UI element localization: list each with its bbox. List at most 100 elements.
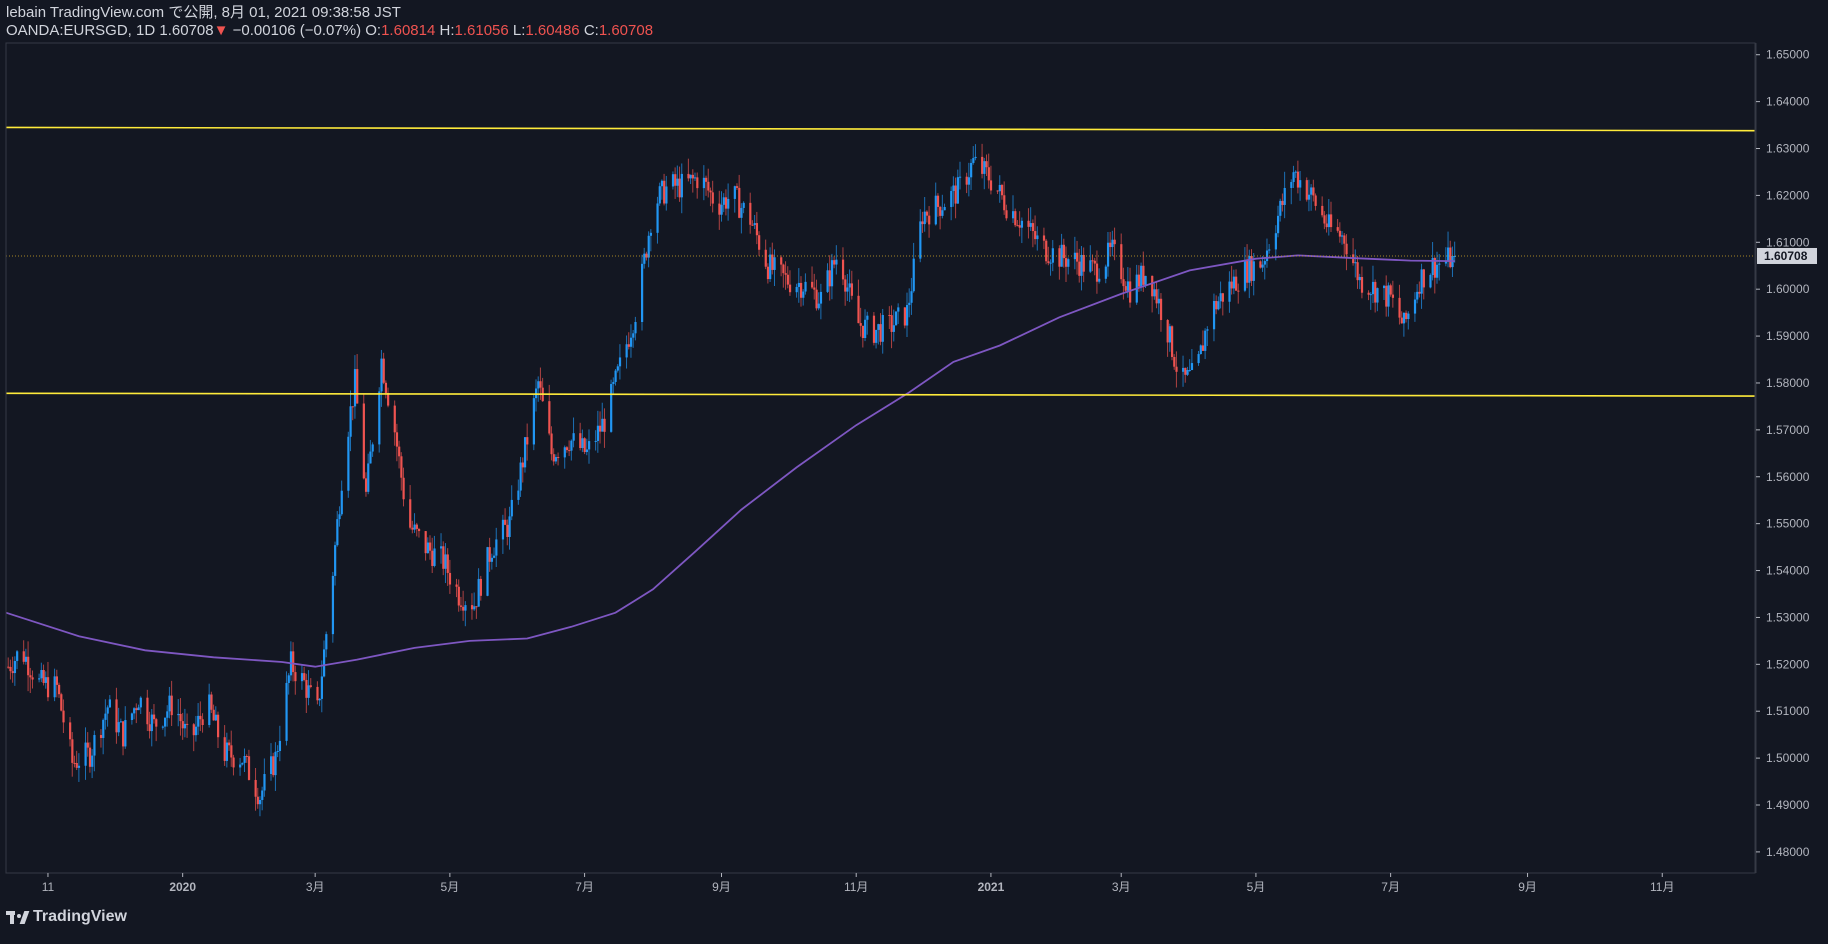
candle-body: [678, 178, 681, 198]
candle-body: [71, 739, 74, 763]
candle-body: [1422, 269, 1425, 288]
candle-body: [782, 264, 785, 274]
candle-body: [523, 437, 527, 468]
candle-body: [1047, 261, 1050, 264]
candle-body: [535, 388, 538, 399]
candle-body: [137, 707, 140, 711]
candle-body: [16, 651, 19, 661]
x-tick-label: 5月: [441, 880, 460, 894]
candle-body: [164, 717, 167, 727]
candle-body: [1391, 294, 1395, 298]
candle-body: [150, 714, 153, 732]
candle-body: [833, 260, 836, 265]
candle-body: [1312, 187, 1315, 196]
candle-body: [1263, 261, 1266, 265]
candle-body: [1336, 227, 1339, 231]
candle-body: [676, 178, 679, 186]
candle-body: [1343, 235, 1346, 244]
candle-body: [508, 516, 511, 537]
candle-body: [1243, 260, 1247, 291]
candle-body: [1310, 187, 1313, 195]
candle-body: [1098, 278, 1101, 282]
candle-body: [1389, 285, 1392, 295]
candle-body: [13, 660, 17, 674]
candle-body: [239, 764, 242, 768]
candle-body: [758, 235, 761, 250]
candle-body: [1129, 281, 1132, 303]
candle-body: [548, 401, 551, 434]
candles-layer: [7, 143, 1456, 817]
candle-body: [1201, 345, 1205, 351]
candle-body: [1016, 225, 1019, 227]
candle-body: [614, 370, 617, 382]
candle-body: [1014, 211, 1017, 226]
candle-body: [217, 714, 220, 738]
candle-body: [894, 311, 898, 326]
candle-body: [1166, 320, 1169, 343]
candle-body: [409, 499, 412, 528]
candle-body: [223, 737, 226, 761]
candle-body: [1049, 262, 1052, 264]
candle-body: [1369, 294, 1372, 296]
y-tick-label: 1.58000: [1766, 376, 1810, 390]
candle-body: [93, 735, 96, 756]
candle-body: [1405, 312, 1408, 320]
candle-body: [263, 774, 266, 791]
candle-body: [486, 547, 489, 596]
candle-body: [338, 514, 341, 520]
candle-body: [572, 433, 575, 441]
candle-body: [349, 406, 352, 437]
candle-body: [99, 735, 103, 738]
candle-body: [1283, 187, 1286, 205]
y-tick-label: 1.48000: [1766, 845, 1810, 859]
candle-body: [601, 418, 604, 432]
candle-body: [1184, 367, 1187, 375]
candle-body: [641, 263, 644, 322]
candle-body: [981, 156, 984, 174]
candle-body: [1360, 277, 1364, 293]
candle-body: [102, 719, 105, 738]
x-tick-label: 9月: [712, 880, 731, 894]
candle-body: [618, 357, 622, 367]
candle-body: [570, 440, 573, 451]
candle-body: [1230, 281, 1233, 289]
candle-body: [1109, 242, 1112, 248]
candle-body: [974, 156, 977, 159]
candle-body: [254, 779, 257, 797]
candle-body: [225, 742, 229, 761]
candle-body: [446, 554, 449, 573]
candle-body: [55, 676, 58, 685]
candle-body: [722, 197, 725, 205]
symbol-label: OANDA:EURSGD, 1D: [6, 22, 156, 39]
candle-body: [671, 174, 675, 187]
candle-body: [1093, 260, 1096, 264]
candle-body: [475, 606, 478, 608]
levels-layer: 1.60708: [5, 126, 1817, 397]
candle-body: [457, 586, 460, 606]
candle-body: [943, 207, 946, 211]
candle-body: [186, 723, 189, 725]
tradingview-logo[interactable]: TradingView: [6, 908, 127, 926]
candle-body: [967, 177, 971, 185]
candle-body: [517, 490, 520, 500]
candle-body: [53, 676, 56, 698]
candle-body: [495, 539, 498, 556]
candle-body: [1215, 300, 1218, 310]
candle-body: [769, 254, 772, 280]
candle-body: [1142, 265, 1145, 285]
candle-body: [850, 283, 853, 296]
candle-body: [1246, 260, 1249, 283]
candle-body: [1400, 317, 1403, 324]
candle-body: [91, 755, 94, 767]
candle-body: [119, 721, 123, 723]
candle-body: [877, 324, 880, 330]
candle-body: [84, 742, 87, 766]
candle-body: [1402, 312, 1406, 324]
candle-body: [1171, 326, 1174, 357]
candle-body: [1122, 279, 1125, 287]
candle-body: [815, 289, 818, 309]
candle-body: [455, 584, 458, 587]
candle-body: [228, 742, 231, 746]
